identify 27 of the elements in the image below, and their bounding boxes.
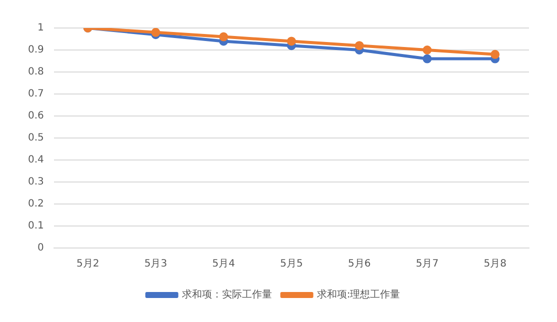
point: [422, 46, 432, 54]
x-tick-label: 5月6: [348, 258, 371, 270]
point: [354, 41, 364, 50]
point: [286, 36, 296, 46]
y-tick-label: 0.4: [28, 154, 44, 166]
legend-label: 求和项:理想工作量: [316, 288, 400, 301]
x-tick-label: 5月4: [212, 258, 235, 270]
point: [422, 54, 432, 64]
point: [151, 28, 160, 37]
x-tick-label: 5月7: [416, 258, 439, 270]
y-tick-label: 0.1: [28, 220, 44, 232]
y-tick-label: 0.6: [28, 110, 44, 122]
y-tick-label: 0.8: [28, 66, 44, 78]
x-tick-label: 5月8: [484, 258, 506, 270]
y-tick-label: 0.5: [28, 132, 44, 144]
y-tick-label: 1: [38, 22, 44, 34]
y-tick-label: 0.3: [28, 176, 44, 188]
x-tick-label: 5月3: [144, 258, 168, 270]
y-tick-label: 0.9: [28, 44, 44, 56]
legend-label: 求和项：实际工作量: [182, 288, 272, 301]
y-tick-label: 0.2: [28, 198, 44, 210]
y-tick-label: 0.7: [28, 88, 44, 100]
x-tick-label: 5月5: [280, 258, 303, 270]
point: [219, 32, 228, 42]
x-tick-label: 5月2: [76, 258, 100, 270]
point: [490, 50, 500, 59]
y-tick-label: 0: [38, 242, 44, 254]
